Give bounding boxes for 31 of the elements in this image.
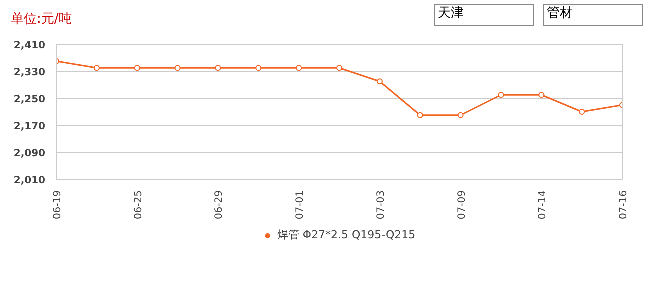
y-tick-label: 2,170 — [14, 122, 46, 132]
point — [296, 65, 302, 72]
x-tick-label: 06-19 — [52, 190, 64, 220]
point — [458, 112, 464, 118]
x-tick-label: 06-25 — [133, 190, 144, 220]
point — [579, 109, 586, 115]
y-tick-label: 2,410 — [14, 40, 46, 52]
text: 天津 — [438, 5, 464, 23]
x-tick-label: 06-29 — [214, 190, 226, 220]
y-tick-label: 2,010 — [14, 176, 46, 186]
point — [134, 65, 140, 72]
point — [174, 65, 181, 72]
point — [376, 78, 383, 85]
text: 管材 — [547, 5, 573, 23]
point — [336, 65, 342, 72]
point — [94, 65, 100, 72]
x-tick-label: 07-03 — [376, 190, 387, 220]
y-tick-label: 2,250 — [14, 94, 46, 106]
point — [417, 112, 424, 118]
point — [498, 92, 504, 98]
x-tick-label: 07-16 — [618, 190, 630, 220]
y-tick-label: 2,330 — [14, 68, 46, 78]
point — [538, 92, 545, 98]
point — [215, 65, 222, 72]
y-tick-label: 2,090 — [14, 148, 46, 160]
point — [256, 65, 262, 72]
chart-title: 单位:元/吨 — [11, 11, 72, 29]
x-tick-label: 07-01 — [295, 190, 306, 220]
x-tick-label: 07-09 — [456, 190, 468, 220]
legend-label: 焊管 Φ27*2.5 Q195-Q215 — [277, 228, 416, 242]
x-tick-label: 07-14 — [538, 190, 549, 220]
